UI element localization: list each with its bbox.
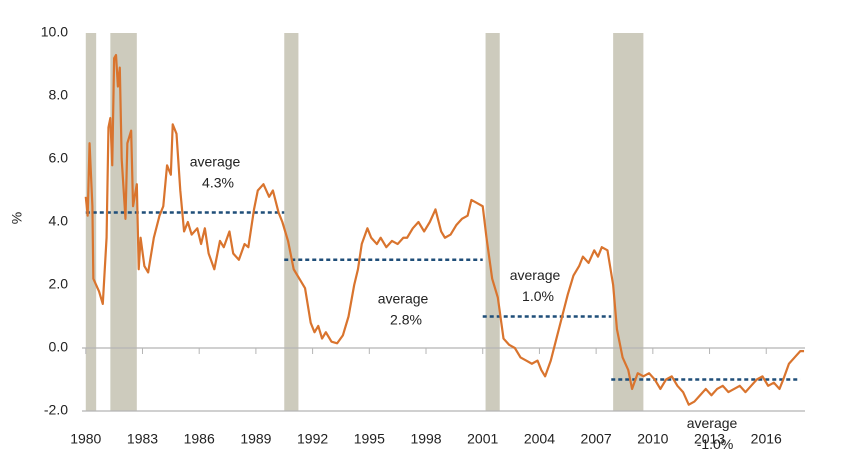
x-tick-label: 2004	[524, 431, 555, 447]
average-text: average	[378, 291, 429, 307]
x-tick-label: 2007	[581, 431, 612, 447]
y-tick-label: 8.0	[49, 87, 69, 103]
average-label: 4.3%	[202, 174, 234, 190]
x-tick-label: 1983	[127, 431, 158, 447]
average-label: 1.0%	[522, 288, 554, 304]
x-tick-label: 1989	[240, 431, 271, 447]
y-tick-label: 4.0	[49, 213, 69, 229]
recession-band	[613, 33, 644, 411]
x-tick-label: 1980	[70, 431, 101, 447]
average-text: average	[687, 415, 738, 431]
average-text: average	[190, 153, 241, 169]
average-text: average	[510, 267, 561, 283]
x-tick-label: 1992	[297, 431, 328, 447]
x-tick-label: 2010	[637, 431, 668, 447]
y-axis-label: %	[9, 212, 25, 224]
y-tick-label: -2.0	[44, 402, 68, 418]
x-tick-label: 2001	[467, 431, 498, 447]
x-tick-label: 1995	[354, 431, 385, 447]
average-label: -1.0%	[697, 436, 734, 452]
data-line	[84, 53, 805, 406]
x-tick-label: 2016	[751, 431, 782, 447]
y-tick-label: 0.0	[49, 339, 69, 355]
recession-band	[284, 33, 299, 411]
y-tick-label: 6.0	[49, 150, 69, 166]
average-label: 2.8%	[390, 312, 422, 328]
recession-band	[85, 33, 97, 411]
x-tick-label: 1986	[184, 431, 215, 447]
recession-band	[485, 33, 500, 411]
y-tick-label: 2.0	[49, 276, 69, 292]
y-tick-label: 10.0	[41, 24, 68, 40]
x-tick-label: 1998	[410, 431, 441, 447]
x-tick-label: 2013	[694, 431, 725, 447]
